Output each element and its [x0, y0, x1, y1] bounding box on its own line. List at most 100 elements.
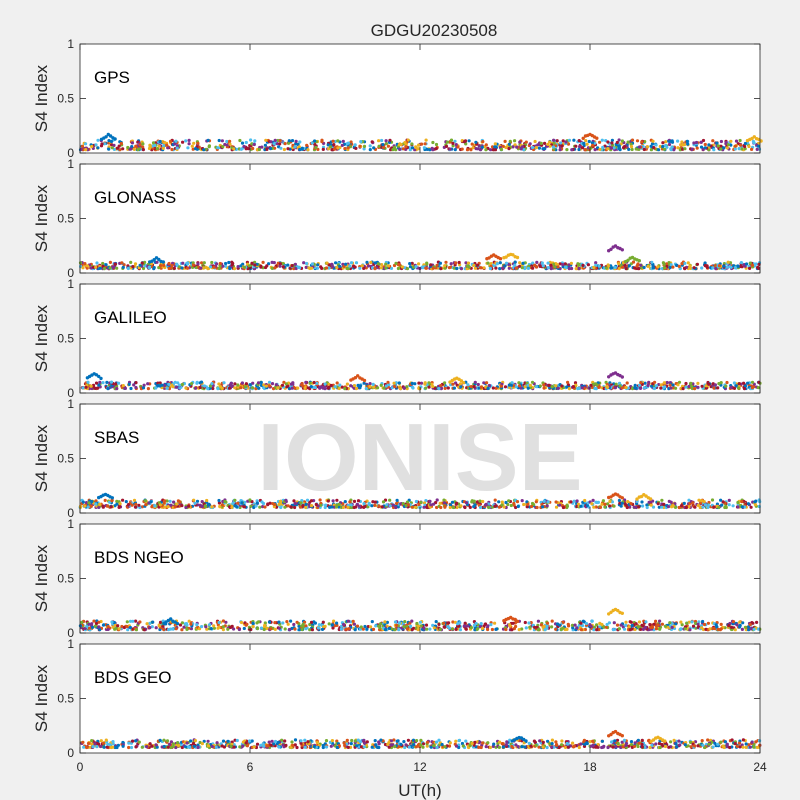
- data-point: [746, 381, 750, 385]
- data-point: [552, 138, 556, 142]
- data-point: [296, 265, 300, 269]
- data-point: [287, 386, 291, 391]
- data-point: [123, 386, 127, 390]
- data-point: [620, 248, 624, 252]
- data-point: [679, 620, 683, 624]
- data-point: [161, 146, 165, 150]
- data-point: [651, 499, 655, 503]
- data-point: [287, 141, 291, 145]
- data-point: [590, 502, 594, 506]
- data-point: [194, 386, 198, 390]
- data-point: [117, 627, 121, 631]
- data-point: [121, 498, 125, 502]
- data-point: [367, 264, 371, 268]
- data-point: [249, 138, 253, 142]
- data-point: [309, 385, 313, 389]
- data-point: [437, 387, 441, 391]
- data-point: [463, 621, 467, 625]
- data-point: [352, 622, 356, 626]
- data-point: [339, 627, 343, 631]
- data-point: [132, 147, 136, 151]
- data-point: [425, 627, 429, 631]
- data-point: [278, 264, 282, 268]
- data-point: [526, 266, 531, 270]
- data-point: [491, 386, 495, 390]
- data-point: [494, 386, 498, 390]
- data-point: [566, 383, 571, 387]
- data-point: [238, 138, 242, 143]
- data-point: [677, 380, 682, 384]
- data-point: [617, 262, 621, 266]
- data-point: [563, 262, 567, 266]
- data-point: [545, 621, 550, 625]
- data-point: [684, 505, 689, 510]
- data-point: [732, 381, 737, 385]
- data-point: [546, 261, 550, 265]
- data-point: [380, 263, 384, 267]
- data-point: [104, 135, 108, 139]
- data-point: [163, 384, 167, 388]
- data-point: [658, 627, 662, 631]
- data-point: [341, 139, 345, 143]
- data-point: [178, 500, 182, 504]
- data-point: [637, 259, 641, 263]
- data-point: [134, 144, 138, 148]
- data-point: [541, 264, 545, 268]
- data-point: [749, 627, 753, 631]
- data-point: [202, 384, 207, 388]
- data-point: [138, 263, 142, 267]
- data-point: [712, 505, 716, 509]
- data-point: [310, 628, 314, 632]
- data-point: [593, 386, 597, 391]
- data-point: [637, 267, 641, 271]
- data-point: [276, 386, 280, 390]
- data-point: [445, 140, 450, 144]
- data-point: [584, 139, 588, 143]
- data-point: [153, 504, 157, 508]
- data-point: [719, 622, 723, 627]
- data-point: [667, 261, 671, 265]
- data-point: [475, 627, 479, 632]
- data-point: [180, 621, 184, 625]
- data-point: [702, 500, 706, 504]
- data-point: [711, 139, 715, 143]
- data-point: [627, 625, 631, 629]
- data-point: [209, 627, 213, 631]
- data-point: [145, 622, 149, 626]
- data-point: [451, 144, 455, 148]
- data-point: [662, 502, 666, 506]
- data-point: [581, 136, 585, 140]
- data-point: [564, 265, 568, 269]
- data-point: [726, 142, 731, 147]
- data-point: [158, 384, 162, 388]
- data-point: [570, 148, 574, 152]
- data-point: [193, 501, 197, 505]
- data-point: [649, 148, 654, 152]
- data-point: [649, 144, 653, 148]
- data-point: [331, 265, 335, 269]
- data-point: [624, 267, 628, 271]
- data-point: [265, 147, 269, 151]
- data-point: [345, 382, 349, 386]
- data-point: [264, 384, 268, 388]
- data-point: [126, 145, 130, 150]
- data-point: [86, 380, 90, 384]
- data-point: [224, 261, 228, 266]
- data-point: [302, 261, 306, 265]
- data-point: [321, 147, 325, 151]
- data-point: [83, 504, 87, 508]
- data-point: [425, 147, 429, 151]
- data-point: [222, 381, 226, 385]
- data-point: [283, 627, 287, 631]
- panel-label: GALILEO: [94, 308, 167, 327]
- data-point: [706, 621, 711, 625]
- data-point: [569, 261, 574, 265]
- data-point: [216, 387, 220, 391]
- data-point: [346, 141, 350, 145]
- data-point: [269, 140, 273, 144]
- data-point: [90, 622, 94, 626]
- data-point: [554, 627, 558, 631]
- data-point: [402, 625, 406, 629]
- data-point: [438, 261, 442, 265]
- data-point: [662, 266, 667, 270]
